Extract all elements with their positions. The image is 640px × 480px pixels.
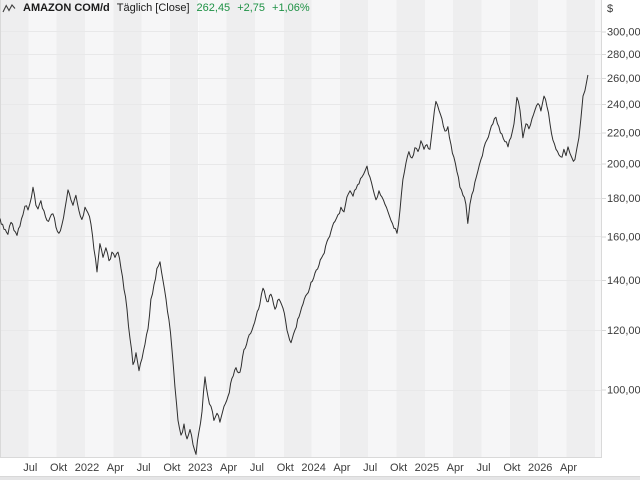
x-tick-label: Apr — [333, 462, 350, 474]
quote-group: 262,45 +2,75 +1,06% — [197, 2, 310, 15]
currency-label: $ — [607, 3, 613, 15]
x-tick-label: 2022 — [75, 462, 99, 474]
x-tick-label: Apr — [220, 462, 237, 474]
x-tick-label: Okt — [277, 462, 294, 474]
last-price: 262,45 — [196, 2, 231, 14]
y-tick-label: 200,00 — [607, 159, 640, 171]
x-tick-label: Okt — [503, 462, 520, 474]
x-tick-label: Apr — [560, 462, 577, 474]
x-tick-label: Okt — [163, 462, 180, 474]
x-tick-label: 2026 — [528, 462, 552, 474]
y-tick-label: 100,00 — [607, 385, 640, 397]
x-tick-label: 2024 — [301, 462, 325, 474]
bottom-scroll-strip — [0, 476, 640, 480]
timeframe-label: Täglich [Close] — [116, 2, 190, 14]
x-tick-label: Okt — [50, 462, 67, 474]
x-tick-label: Jul — [363, 462, 377, 474]
y-tick-label: 300,00 — [607, 26, 640, 38]
instrument-symbol: AMAZON COM/d — [23, 2, 110, 14]
x-tick-label: Apr — [107, 462, 124, 474]
x-tick-label: Okt — [390, 462, 407, 474]
y-tick-label: 120,00 — [607, 325, 640, 337]
line-chart-icon — [2, 3, 16, 14]
y-tick-label: 240,00 — [607, 99, 640, 111]
chart-legend: AMAZON COM/d Täglich [Close] 262,45 +2,7… — [2, 2, 310, 15]
grid-lines — [0, 31, 602, 391]
y-tick-label: 280,00 — [607, 49, 640, 61]
x-axis: Jul Okt 2022 Apr Jul Okt 2023 Apr Jul Okt 2024 Apr J… — [23, 462, 577, 474]
y-tick-label: 260,00 — [607, 73, 640, 85]
change-absolute: +2,75 — [237, 2, 266, 14]
change-percent: +1,06% — [272, 2, 310, 14]
x-tick-label: Jul — [250, 462, 264, 474]
x-tick-label: Jul — [137, 462, 151, 474]
y-tick-label: 140,00 — [607, 275, 640, 287]
y-tick-label: 160,00 — [607, 231, 640, 243]
plot-border — [0, 0, 602, 458]
y-tick-label: 180,00 — [607, 193, 640, 205]
y-tick-label: 220,00 — [607, 128, 640, 140]
x-tick-label: 2023 — [188, 462, 212, 474]
x-tick-label: Jul — [476, 462, 490, 474]
x-tick-label: 2025 — [415, 462, 439, 474]
price-line-series — [0, 74, 589, 455]
x-tick-label: Apr — [447, 462, 464, 474]
y-axis: $300,00 280,00 260,00 240,00 220,00 200,00 180… — [602, 3, 640, 397]
x-tick-label: Jul — [23, 462, 37, 474]
quarter-bands — [0, 0, 595, 458]
